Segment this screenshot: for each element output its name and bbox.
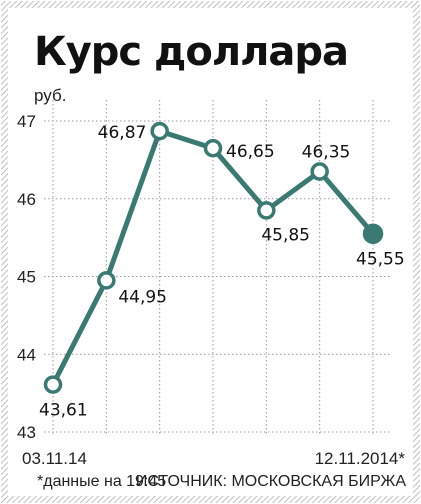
data-label: 46,65 [226, 142, 275, 162]
data-point [43, 375, 63, 394]
y-unit-label: руб. [34, 86, 67, 105]
y-tick-label: 46 [17, 190, 36, 209]
data-label: 43,61 [39, 401, 88, 421]
y-tick-label: 43 [17, 423, 36, 442]
x-end-label: 12.11.2014* [315, 449, 406, 468]
y-tick-label: 47 [17, 112, 36, 131]
y-tick-label: 44 [17, 345, 36, 364]
footnote: *данные на 19:45 [37, 473, 166, 490]
data-label: 45,85 [261, 225, 310, 245]
data-point [362, 223, 384, 244]
chart-title: Курс доллара [34, 29, 349, 75]
data-point [150, 121, 169, 141]
y-tick-label: 45 [17, 268, 36, 287]
data-label: 44,95 [118, 287, 167, 307]
x-start-label: 03.11.14 [22, 449, 87, 468]
data-label: 46,35 [302, 143, 351, 163]
data-point [257, 201, 276, 220]
source-label: ИСТОЧНИК: МОСКОВСКАЯ БИРЖА [136, 473, 406, 490]
data-point [310, 162, 329, 181]
data-label: 45,55 [356, 250, 405, 270]
data-point [203, 138, 223, 158]
data-label: 46,87 [98, 123, 147, 143]
inner-panel [8, 8, 413, 496]
data-point [97, 271, 116, 290]
